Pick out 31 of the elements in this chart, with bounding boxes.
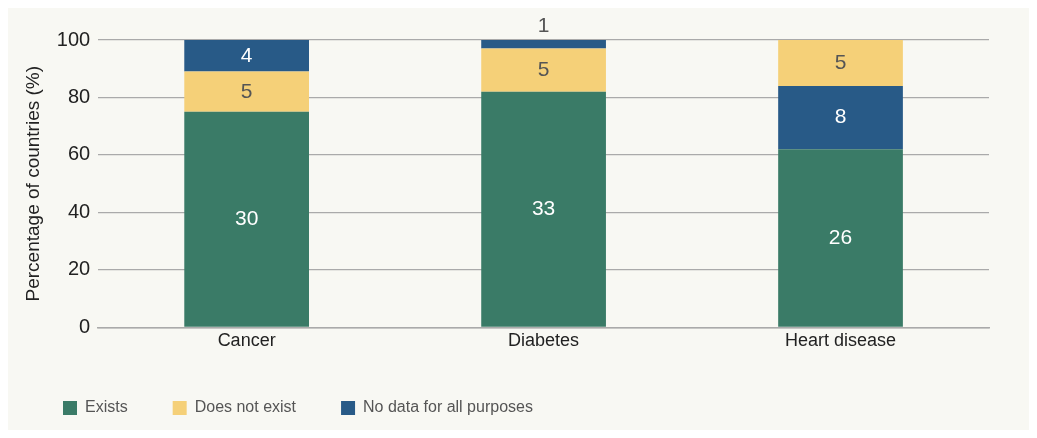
x-tick-label: Heart disease <box>785 330 897 351</box>
y-axis-title: Percentage of countries (%) <box>21 65 43 302</box>
annotation: 5 <box>240 78 253 102</box>
bar <box>481 40 606 49</box>
bar <box>481 91 606 327</box>
bar <box>481 48 606 92</box>
legend-label: Exists <box>85 398 128 416</box>
y-tick-label: 80 <box>67 85 91 107</box>
bar <box>778 85 903 150</box>
annotation: 30 <box>234 206 259 230</box>
y-tick-label: 60 <box>67 142 91 165</box>
bar <box>184 111 309 327</box>
annotation: 5 <box>537 56 550 80</box>
x-tick-label: Cancer <box>217 330 276 351</box>
annotation: 26 <box>828 224 853 248</box>
bar <box>184 40 309 72</box>
bar <box>778 40 903 86</box>
legend-label: Does not exist <box>194 398 297 416</box>
x-tick-label: Diabetes <box>508 330 580 351</box>
bar <box>778 149 903 327</box>
y-tick-label: 40 <box>67 199 91 222</box>
annotation: 33 <box>531 196 556 220</box>
bar <box>184 71 309 112</box>
annotation: 1 <box>537 12 550 36</box>
annotation: 5 <box>834 49 847 73</box>
legend-label: No data for all purposes <box>363 398 533 416</box>
annotation: 4 <box>240 42 253 66</box>
y-tick-label: 20 <box>67 257 91 280</box>
y-tick-label: 0 <box>79 314 91 337</box>
y-tick-label: 100 <box>56 27 91 50</box>
annotation: 8 <box>834 104 847 128</box>
